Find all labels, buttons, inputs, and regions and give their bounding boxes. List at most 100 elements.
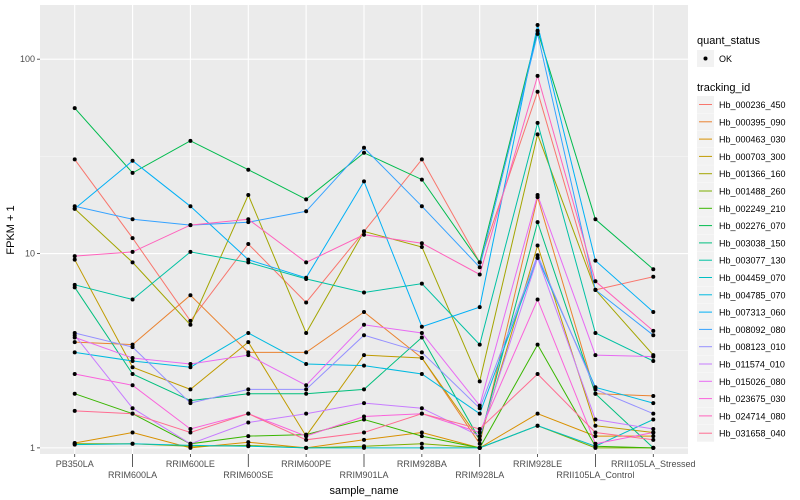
data-point bbox=[535, 411, 540, 416]
legend-item: Hb_000395_090 bbox=[697, 113, 786, 131]
data-point bbox=[593, 387, 598, 392]
data-point bbox=[535, 220, 540, 225]
data-point bbox=[651, 354, 656, 359]
data-point bbox=[651, 434, 656, 439]
data-point bbox=[651, 417, 656, 422]
data-point bbox=[246, 167, 251, 172]
legend-label: Hb_007313_060 bbox=[719, 308, 786, 318]
data-point bbox=[130, 170, 135, 175]
color-legend-title: tracking_id bbox=[697, 82, 750, 94]
legend-item: Hb_003038_150 bbox=[697, 234, 786, 252]
data-point bbox=[535, 193, 540, 198]
data-point bbox=[651, 401, 656, 406]
data-point bbox=[130, 358, 135, 363]
data-point bbox=[477, 445, 482, 450]
legend-label: Hb_003038_150 bbox=[719, 238, 786, 248]
data-point bbox=[130, 297, 135, 302]
data-point bbox=[246, 193, 251, 198]
data-point bbox=[362, 353, 366, 358]
data-point bbox=[246, 350, 251, 355]
data-point bbox=[535, 73, 540, 78]
data-point bbox=[304, 331, 309, 336]
legend-item: Hb_023675_030 bbox=[697, 390, 786, 408]
legend-label: Hb_002249_210 bbox=[719, 204, 786, 214]
legend-item: Hb_001366_160 bbox=[697, 165, 786, 183]
data-point bbox=[593, 279, 598, 284]
data-point bbox=[362, 430, 366, 435]
data-point bbox=[419, 335, 424, 340]
data-point bbox=[304, 411, 309, 416]
data-point bbox=[304, 437, 309, 442]
data-point bbox=[477, 305, 482, 310]
legend-item: Hb_031658_040 bbox=[697, 424, 786, 442]
data-point bbox=[72, 257, 77, 262]
data-point bbox=[188, 430, 193, 435]
data-point bbox=[651, 310, 656, 315]
data-point bbox=[246, 391, 251, 396]
data-point bbox=[188, 249, 193, 254]
data-point bbox=[651, 430, 656, 435]
data-point bbox=[188, 318, 193, 323]
ok-point-icon bbox=[703, 56, 708, 61]
legend-label: Hb_001488_260 bbox=[719, 187, 786, 197]
x-tick-label: RRIM600PE bbox=[281, 459, 331, 469]
data-point bbox=[130, 345, 135, 350]
data-point bbox=[130, 383, 135, 388]
data-point bbox=[304, 300, 309, 305]
legend-label: Hb_004785_070 bbox=[719, 290, 786, 300]
data-point bbox=[188, 387, 193, 392]
data-point bbox=[188, 223, 193, 228]
data-point bbox=[188, 362, 193, 367]
data-point bbox=[362, 145, 366, 150]
data-point bbox=[535, 28, 540, 33]
data-point bbox=[304, 209, 309, 214]
data-point bbox=[304, 362, 309, 367]
data-point bbox=[362, 333, 366, 338]
data-point bbox=[188, 322, 193, 327]
data-point bbox=[477, 265, 482, 270]
data-point bbox=[593, 430, 598, 435]
data-point bbox=[304, 391, 309, 396]
data-point bbox=[535, 132, 540, 137]
legend-label: Hb_004459_070 bbox=[719, 273, 786, 283]
data-point bbox=[535, 255, 540, 260]
data-point bbox=[72, 282, 77, 287]
y-tick-label: 1 bbox=[30, 443, 35, 453]
data-point bbox=[419, 434, 424, 439]
data-point bbox=[362, 401, 366, 406]
data-point bbox=[593, 258, 598, 263]
legend-item: Hb_024714_080 bbox=[697, 407, 786, 425]
data-point bbox=[72, 335, 77, 340]
data-point bbox=[362, 414, 366, 419]
data-point bbox=[246, 411, 251, 416]
legend-label: Hb_000703_300 bbox=[719, 152, 786, 162]
data-point bbox=[419, 324, 424, 329]
data-point bbox=[419, 356, 424, 361]
data-point bbox=[419, 204, 424, 209]
data-point bbox=[362, 437, 366, 442]
legend-item: Hb_002249_210 bbox=[697, 199, 786, 217]
data-point bbox=[651, 267, 656, 272]
data-point bbox=[535, 297, 540, 302]
legend-item: Hb_000463_030 bbox=[697, 130, 786, 148]
data-point bbox=[246, 353, 251, 358]
data-point bbox=[130, 249, 135, 254]
data-point bbox=[477, 430, 482, 435]
data-point bbox=[593, 423, 598, 428]
data-point bbox=[593, 434, 598, 439]
data-point bbox=[477, 342, 482, 347]
data-point bbox=[130, 158, 135, 163]
legend: quant_status OK tracking_id Hb_000236_45… bbox=[697, 35, 786, 442]
data-point bbox=[535, 22, 540, 27]
data-point bbox=[651, 328, 656, 333]
data-point bbox=[304, 260, 309, 265]
data-point bbox=[593, 287, 598, 292]
legend-item: Hb_004459_070 bbox=[697, 269, 786, 286]
legend-item: Hb_000236_450 bbox=[697, 96, 786, 113]
y-tick-label: 10 bbox=[25, 249, 35, 259]
data-point bbox=[362, 363, 366, 368]
data-point bbox=[130, 365, 135, 370]
data-point bbox=[188, 138, 193, 143]
data-point bbox=[651, 393, 656, 398]
data-point bbox=[72, 157, 77, 162]
